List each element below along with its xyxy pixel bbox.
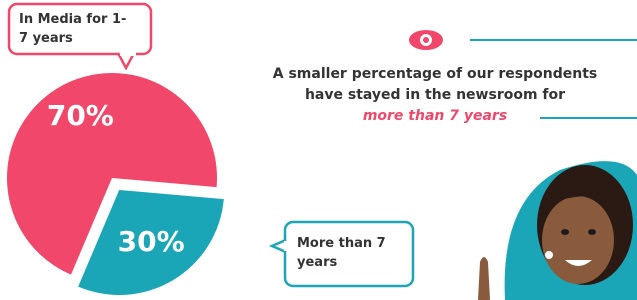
hand [478,257,490,300]
annotation-line: have stayed in the newsroom for [240,85,630,106]
callout-mask [284,241,288,251]
value-label: 30% [118,225,185,258]
callout-tail [272,240,286,252]
eye [588,229,596,235]
slice-label: In Media for 1-7 years [19,10,129,48]
annotation-emphasis: more than 7 years [240,106,630,127]
infographic: 70% 30% In Media for 1-7 years More than … [0,0,637,300]
eye [561,229,569,235]
face [542,196,614,284]
eye-pupil [423,37,429,43]
callout-mask [120,52,136,56]
annotation-line: A smaller percentage of our respondents [240,64,630,85]
slice-label: More than 7 years [297,234,397,272]
value-label: 70% [47,99,114,132]
earring [545,251,553,259]
